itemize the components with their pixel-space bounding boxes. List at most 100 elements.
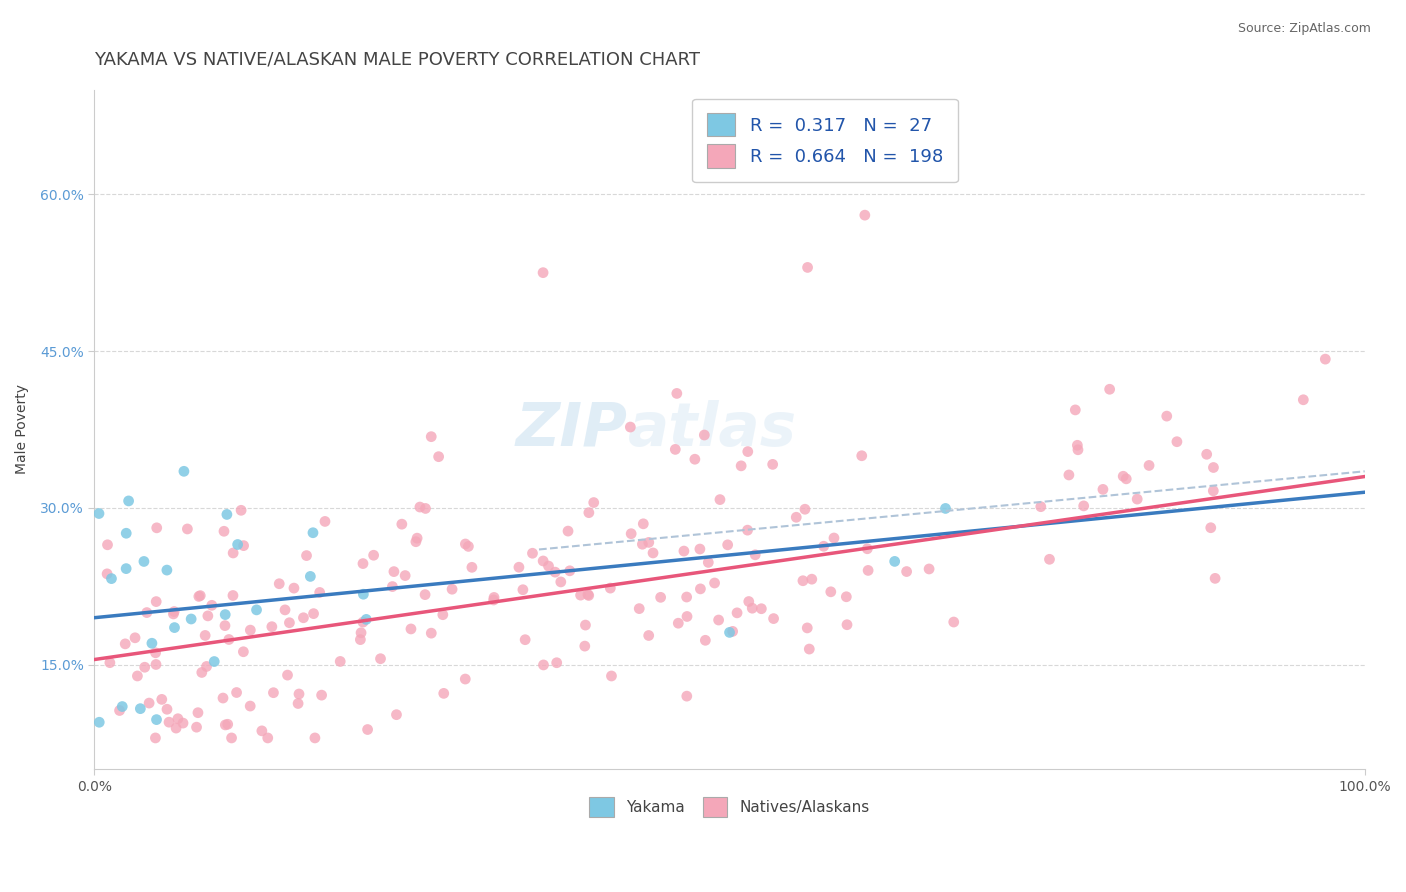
Point [762,611,785,625]
Point [145,521,167,535]
Text: Source: ZipAtlas.com: Source: ZipAtlas.com [1237,22,1371,36]
Point [744,548,766,562]
Point [582,495,605,509]
Point [576,587,599,601]
Point [108,704,131,718]
Point [856,563,879,577]
Point [194,628,217,642]
Point [222,589,245,603]
Point [1029,500,1052,514]
Point [820,584,842,599]
Point [96,538,118,552]
Point [329,655,352,669]
Point [308,585,330,599]
Point [550,574,572,589]
Point [302,607,325,621]
Point [856,541,879,556]
Point [693,428,716,442]
Point [800,572,823,586]
Point [260,620,283,634]
Point [276,668,298,682]
Point [115,526,138,541]
Point [633,516,655,531]
Point [457,540,479,554]
Point [672,544,695,558]
Point [167,712,190,726]
Point [180,612,202,626]
Point [150,692,173,706]
Point [292,611,315,625]
Point [269,576,291,591]
Point [1126,492,1149,507]
Point [666,616,689,631]
Point [381,580,404,594]
Point [628,601,651,615]
Point [232,645,254,659]
Point [637,535,659,549]
Point [214,618,236,632]
Point [226,537,249,551]
Point [420,626,443,640]
Point [145,594,167,608]
Text: ZIP: ZIP [516,400,628,459]
Point [482,593,505,607]
Point [741,601,763,615]
Point [202,655,225,669]
Text: YAKAMA VS NATIVE/ALASKAN MALE POVERTY CORRELATION CHART: YAKAMA VS NATIVE/ALASKAN MALE POVERTY CO… [94,51,700,69]
Point [578,506,600,520]
Point [689,582,711,596]
Point [229,503,252,517]
Point [599,581,621,595]
Point [785,510,807,524]
Point [796,621,818,635]
Point [433,686,456,700]
Point [1195,447,1218,461]
Point [145,713,167,727]
Point [352,615,374,629]
Point [114,637,136,651]
Point [274,603,297,617]
Point [188,589,211,603]
Point [145,657,167,672]
Point [157,715,180,730]
Point [141,636,163,650]
Point [314,515,336,529]
Point [156,702,179,716]
Point [262,686,284,700]
Point [533,657,555,672]
Point [409,500,432,514]
Point [725,606,748,620]
Point [762,458,785,472]
Point [1064,403,1087,417]
Point [352,587,374,601]
Point [578,589,600,603]
Point [1199,521,1222,535]
Point [717,538,740,552]
Point [217,717,239,731]
Point [1073,499,1095,513]
Point [256,731,278,745]
Point [883,554,905,568]
Point [1091,483,1114,497]
Point [162,607,184,621]
Point [1202,460,1225,475]
Point [675,689,697,703]
Point [558,564,581,578]
Point [823,531,845,545]
Point [1057,467,1080,482]
Point [405,534,427,549]
Point [283,581,305,595]
Point [1112,469,1135,483]
Point [98,656,121,670]
Point [212,524,235,539]
Point [1166,434,1188,449]
Point [482,591,505,605]
Point [385,707,408,722]
Point [522,546,544,560]
Point [399,622,422,636]
Point [250,723,273,738]
Point [232,539,254,553]
Point [432,607,454,622]
Point [415,501,437,516]
Point [718,625,741,640]
